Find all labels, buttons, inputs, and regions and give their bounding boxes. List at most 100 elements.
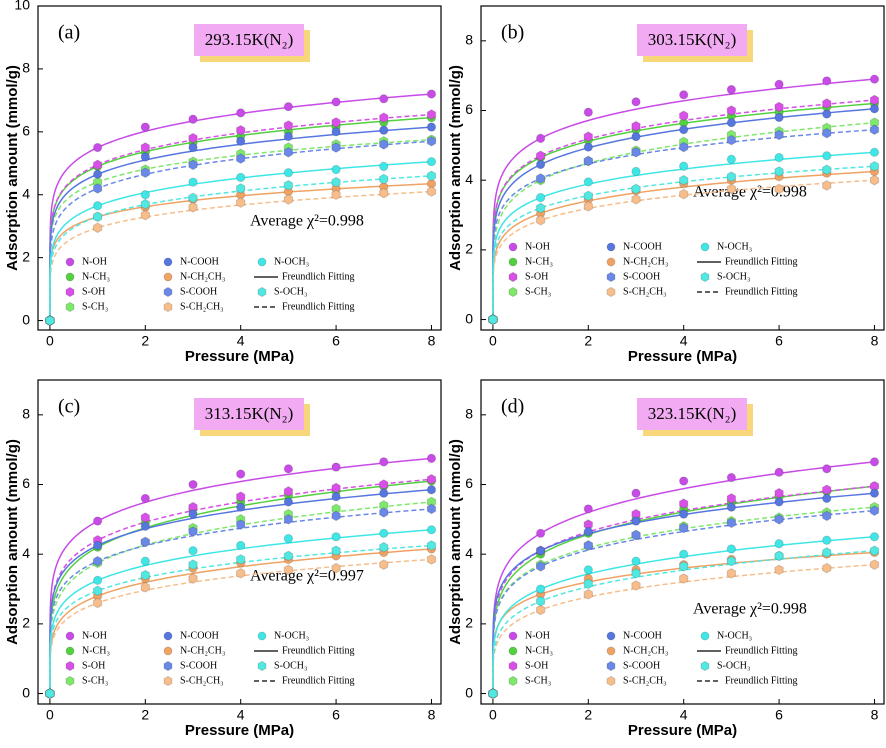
legend-marker (257, 286, 267, 298)
marker (822, 127, 832, 139)
legend-marker (257, 257, 267, 267)
y-tick-label: 2 (22, 248, 30, 264)
panel-label: (d) (501, 396, 524, 418)
marker (774, 166, 784, 177)
marker (583, 177, 594, 187)
x-tick-label: 2 (584, 333, 592, 349)
marker (140, 190, 151, 200)
marker (426, 109, 437, 120)
marker (92, 597, 103, 609)
legend-label: Freundlich Fitting (725, 256, 798, 267)
legend-marker (163, 675, 173, 687)
marker (140, 569, 150, 581)
marker (869, 532, 880, 542)
panel-title: 303.15K(N₂) (648, 30, 737, 49)
legend-marker (65, 286, 75, 298)
marker (140, 556, 151, 566)
panel-label: (a) (58, 22, 80, 44)
x-tick-label: 0 (46, 707, 54, 723)
marker (774, 467, 784, 478)
x-axis-label: Pressure (MPa) (185, 348, 294, 365)
title-box (637, 24, 747, 56)
y-axis-label: Adsorption amount (mmol/g) (4, 439, 21, 645)
legend-label: S-OCH₃ (717, 660, 751, 671)
legend-marker (163, 660, 173, 672)
fit-curve (492, 165, 875, 320)
marker (92, 575, 103, 586)
legend-marker (65, 301, 75, 313)
marker (426, 135, 437, 147)
legend-marker (606, 660, 616, 672)
marker (822, 164, 832, 176)
marker (92, 222, 103, 234)
marker (678, 124, 689, 135)
legend-label: S-CH₃ (525, 286, 551, 297)
marker (678, 476, 689, 486)
marker (535, 595, 546, 607)
legend-label: S-CH₂CH₃ (623, 675, 667, 686)
marker (869, 147, 880, 158)
legend-marker (700, 660, 710, 672)
legend-label: S-CH₂CH₃ (180, 675, 224, 686)
marker (426, 157, 437, 167)
marker (631, 166, 641, 177)
marker (869, 104, 880, 114)
marker (188, 479, 198, 490)
marker (774, 112, 784, 123)
legend-marker (65, 272, 75, 282)
marker (236, 183, 246, 194)
legend-marker (163, 646, 173, 656)
legend-marker (508, 646, 518, 656)
x-tick-label: 6 (775, 707, 783, 723)
panel: 0 2 4 6 8 0 2 4 6 8 Pressure (MPa) Adsorption amoun… (447, 379, 885, 739)
marker (331, 482, 341, 494)
marker (869, 457, 880, 467)
marker (235, 108, 246, 118)
marker (140, 521, 151, 532)
legend-marker (163, 272, 173, 282)
marker (774, 79, 784, 90)
marker (822, 76, 832, 86)
legend-label: N-COOH (180, 256, 219, 267)
legend-marker (700, 242, 710, 252)
marker (774, 129, 784, 141)
marker (236, 519, 246, 530)
y-tick-label: 0 (465, 310, 473, 326)
marker (583, 526, 594, 537)
marker (283, 168, 294, 178)
marker (583, 565, 594, 575)
marker (426, 554, 437, 565)
marker (631, 97, 641, 107)
y-tick-label: 2 (22, 615, 30, 631)
marker (92, 201, 103, 211)
marker (631, 556, 641, 566)
marker (679, 522, 689, 534)
x-tick-label: 6 (332, 707, 340, 723)
marker (679, 110, 689, 122)
marker (140, 122, 151, 132)
legend-marker (65, 646, 75, 656)
marker (379, 139, 389, 150)
marker (631, 193, 641, 205)
marker (283, 513, 294, 525)
marker (869, 559, 880, 571)
legend-label: S-CH₂CH₃ (180, 301, 224, 312)
marker (379, 479, 389, 490)
marker (140, 581, 150, 593)
marker (535, 173, 546, 184)
marker (726, 472, 737, 483)
panel-title: 323.15K(N₂) (648, 404, 737, 423)
marker (583, 155, 593, 167)
legend-marker (508, 631, 518, 641)
fit-curve (49, 544, 432, 694)
marker (583, 107, 594, 117)
y-axis-label: Adsorption amount (mmol/g) (4, 65, 21, 271)
legend-label: N-OH (82, 630, 107, 641)
marker (283, 564, 294, 576)
legend-marker (508, 660, 518, 672)
marker (283, 120, 294, 131)
legend-label: N-CH₂CH₃ (180, 271, 225, 282)
marker (678, 509, 689, 519)
marker (869, 124, 880, 136)
fit-curve (492, 99, 875, 320)
